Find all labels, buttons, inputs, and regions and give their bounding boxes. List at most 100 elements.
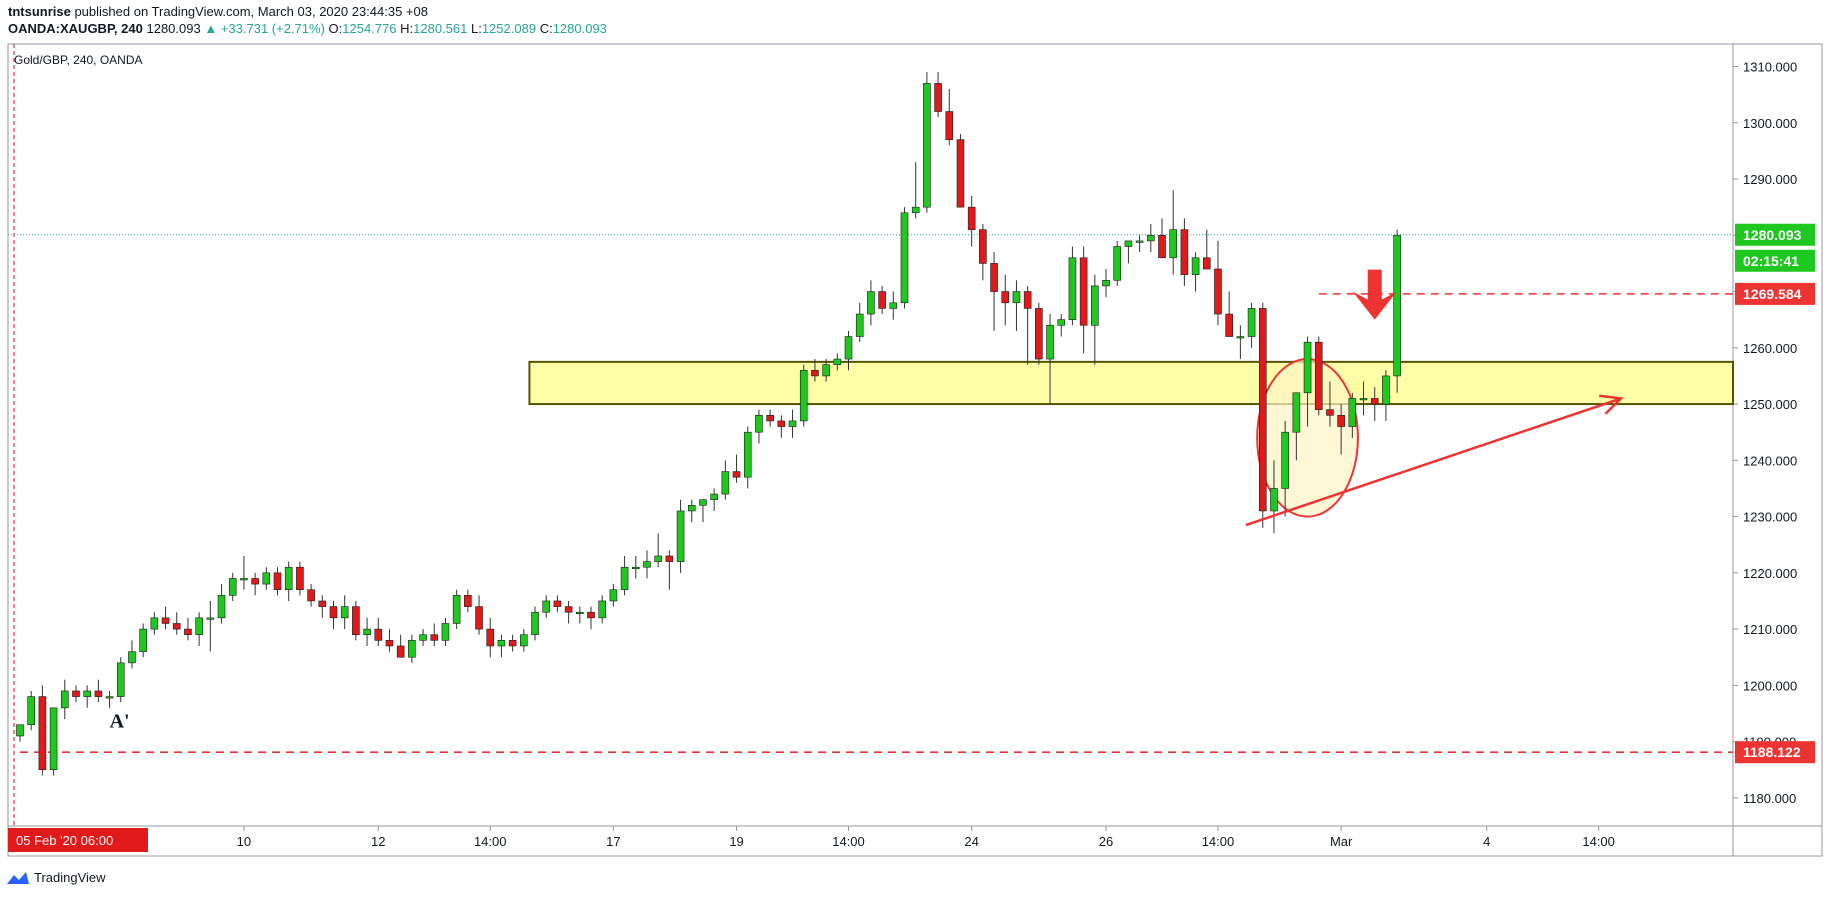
candle [1314, 336, 1323, 416]
candle-body [732, 471, 741, 478]
candle-body [687, 505, 696, 512]
candle [1001, 274, 1010, 326]
candle-body [576, 611, 584, 615]
candle [1281, 420, 1289, 517]
candle [508, 634, 517, 652]
candle [609, 584, 618, 607]
candle [340, 595, 349, 630]
candle-body [396, 645, 405, 658]
candle-body [240, 578, 248, 581]
candle-body [531, 611, 539, 636]
candle [464, 589, 472, 613]
y-tick-label: 1220.000 [1743, 566, 1797, 581]
candle-body [833, 358, 842, 365]
candle-body [1135, 240, 1144, 243]
candle [564, 600, 573, 624]
price-label: 1188.122 [1743, 744, 1801, 760]
publisher-name[interactable]: tntsunrise [8, 4, 71, 19]
current-price: 1280.093 [146, 21, 201, 36]
candle-body [1124, 240, 1133, 247]
candle-body [743, 431, 752, 478]
candle-body [911, 206, 920, 214]
candle [374, 617, 383, 646]
candle [732, 454, 741, 483]
candle-body [1023, 291, 1032, 309]
candle [934, 72, 942, 118]
candle-body [564, 606, 573, 613]
candle-body [296, 566, 304, 591]
candle-body [721, 471, 730, 495]
candle [318, 595, 327, 618]
low-value: 1252.089 [481, 21, 537, 36]
candle-body [878, 291, 886, 309]
symbol-label: OANDA:XAUGBP, 240 [8, 21, 143, 36]
candle [1191, 252, 1200, 292]
tradingview-brand[interactable]: TradingView [6, 870, 106, 885]
high-label: H: [400, 21, 414, 36]
candle-body [1035, 308, 1043, 360]
candle [654, 533, 662, 568]
candle-body [1012, 291, 1021, 304]
candle-body [150, 617, 159, 630]
candle [228, 572, 237, 601]
price-label-bg [1735, 249, 1815, 272]
candle-body [94, 690, 103, 697]
candle [206, 600, 215, 652]
candle-body [811, 370, 819, 377]
x-tick-label: 05 Feb '20 06:00 [16, 833, 113, 848]
candle-body [1281, 431, 1289, 489]
candle [822, 359, 830, 382]
candle-body [1102, 279, 1110, 287]
candle-body [1337, 415, 1345, 427]
candle-body [139, 628, 147, 652]
chart-title: Gold/GBP, 240, OANDA [14, 53, 143, 67]
candle-body [172, 623, 181, 630]
candle-body [654, 555, 662, 562]
candle [598, 595, 606, 624]
candle-body [609, 589, 618, 602]
candle-body [128, 651, 136, 664]
publish-info: tntsunrise published on TradingView.com,… [8, 4, 428, 19]
candle [811, 359, 819, 382]
candle [1393, 229, 1401, 393]
candle [766, 409, 774, 427]
candle-body [1214, 268, 1222, 315]
candle-body [1359, 398, 1368, 401]
candle [307, 584, 315, 607]
candle-body [1057, 319, 1066, 326]
y-tick-label: 1200.000 [1743, 678, 1797, 693]
candle [553, 595, 562, 613]
y-tick-label: 1290.000 [1743, 172, 1797, 187]
high-value: 1280.561 [413, 21, 468, 36]
candle-body [340, 606, 349, 619]
candle [1258, 302, 1267, 528]
candle [855, 302, 864, 343]
candle-body [777, 420, 786, 427]
trendline-arrowhead [1599, 394, 1624, 415]
candle-body [1303, 341, 1312, 394]
close-value: 1280.093 [552, 21, 607, 36]
candle-body [643, 561, 651, 568]
open-label: O: [328, 21, 343, 36]
open-value: 1254.776 [342, 21, 397, 36]
candle [116, 657, 125, 703]
candle [452, 589, 461, 630]
candle [352, 600, 360, 641]
x-tick-label: 12 [371, 834, 385, 849]
candle-body [1046, 324, 1054, 360]
candle [497, 634, 506, 658]
candle [631, 555, 640, 579]
candle [240, 555, 248, 590]
price-label: 02:15:41 [1743, 253, 1799, 269]
price-label: 1280.093 [1743, 227, 1802, 243]
x-tick-label: Mar [1330, 834, 1353, 849]
candle-body [475, 606, 483, 630]
candle-body [161, 617, 170, 624]
x-tick-label: 14:00 [832, 834, 865, 849]
candle [945, 89, 954, 146]
candle [1158, 218, 1166, 259]
candle [16, 724, 24, 742]
x-axis-highlight [8, 828, 148, 852]
candle-body [72, 690, 80, 697]
